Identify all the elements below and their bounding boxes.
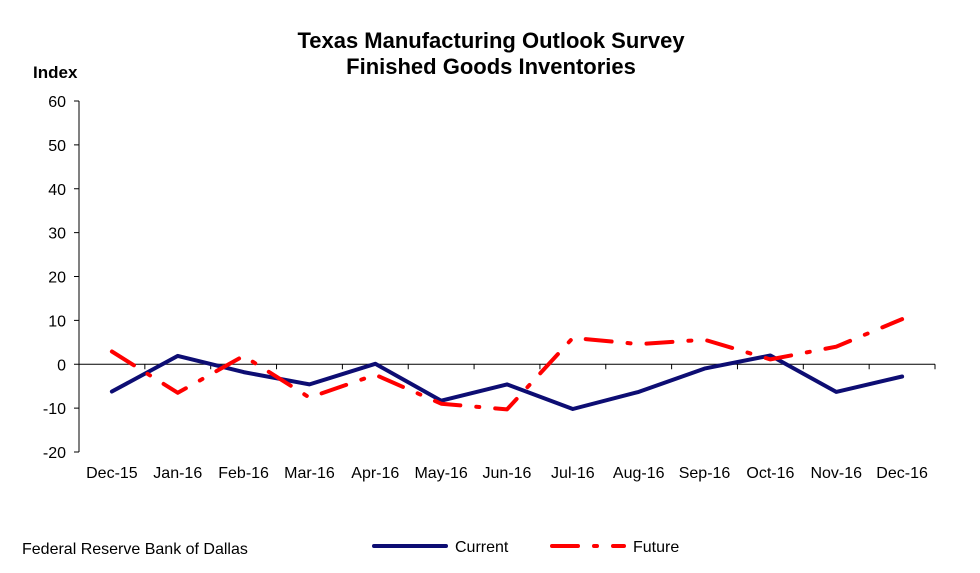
x-tick-label: Apr-16 xyxy=(351,465,399,482)
y-tick-label: 60 xyxy=(48,94,66,111)
x-tick-label: Aug-16 xyxy=(613,465,665,482)
y-tick-label: 0 xyxy=(57,357,66,374)
x-tick-label: Dec-16 xyxy=(876,465,928,482)
source-note: Federal Reserve Bank of Dallas xyxy=(22,541,248,558)
y-tick-label: -20 xyxy=(43,445,66,462)
y-tick-label: 50 xyxy=(48,138,66,155)
x-tick-label: Feb-16 xyxy=(218,465,269,482)
x-tick-label: Dec-15 xyxy=(86,465,138,482)
legend-item-future: Future xyxy=(550,539,679,556)
axes: -20 -10 0 10 20 30 40 50 60 Dec-15 Jan-16 Feb-16 Mar… xyxy=(43,94,936,482)
series-future xyxy=(109,317,905,412)
legend-label: Future xyxy=(633,539,679,556)
x-tick-label: Jul-16 xyxy=(551,465,595,482)
y-tick-label: -10 xyxy=(43,401,66,418)
legend: Current Future xyxy=(372,539,679,556)
x-tick-label: May-16 xyxy=(414,465,467,482)
series-layer xyxy=(109,317,905,412)
x-tick-label: Sep-16 xyxy=(679,465,731,482)
x-tick-label: Jun-16 xyxy=(483,465,532,482)
x-tick-label: Oct-16 xyxy=(746,465,794,482)
series-line-future xyxy=(109,317,905,412)
y-axis-label: Index xyxy=(33,63,78,82)
y-tick-label: 30 xyxy=(48,226,66,243)
series-current xyxy=(109,353,905,411)
legend-item-current: Current xyxy=(372,539,509,556)
chart-title: Texas Manufacturing Outlook Survey xyxy=(297,28,685,53)
x-tick-label: Jan-16 xyxy=(153,465,202,482)
legend-label: Current xyxy=(455,539,509,556)
y-tick-label: 40 xyxy=(48,182,66,199)
chart-subtitle: Finished Goods Inventories xyxy=(346,54,636,79)
x-tick-label: Nov-16 xyxy=(810,465,862,482)
y-tick-label: 20 xyxy=(48,270,66,287)
y-tick-label: 10 xyxy=(48,313,66,330)
x-tick-label: Mar-16 xyxy=(284,465,335,482)
series-line-current xyxy=(109,353,905,411)
